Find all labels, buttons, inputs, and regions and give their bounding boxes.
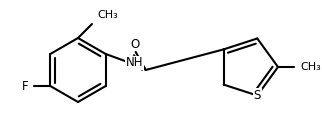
Text: S: S: [254, 89, 261, 102]
Text: CH₃: CH₃: [300, 62, 321, 72]
Text: F: F: [22, 80, 28, 93]
Text: CH₃: CH₃: [97, 10, 118, 20]
Text: NH: NH: [126, 57, 144, 69]
Text: O: O: [130, 38, 139, 51]
